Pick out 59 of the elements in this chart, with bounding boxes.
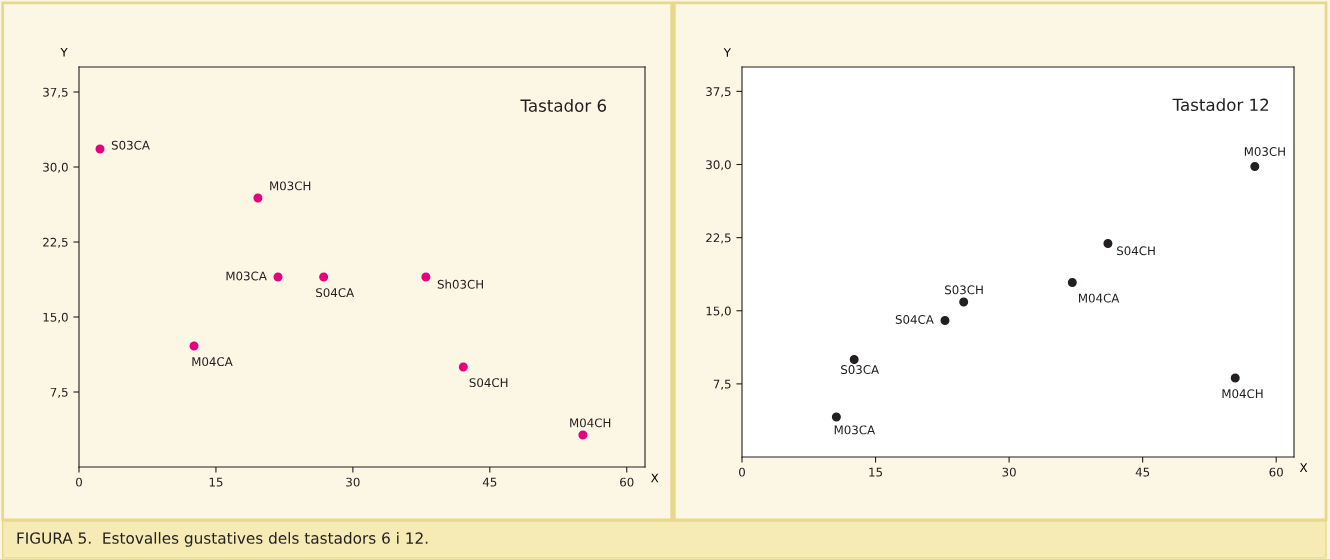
point (319, 272, 329, 282)
annotation: M04CH (570, 418, 611, 428)
point (578, 430, 588, 440)
point (253, 193, 263, 203)
x-tick-label: 0 (76, 477, 82, 487)
y-tick-label: 15,0 (43, 312, 68, 323)
point (1067, 277, 1077, 287)
y-axis-title: Y (60, 47, 68, 57)
point (940, 316, 950, 325)
annotation: M03CA (226, 271, 267, 281)
x-tick-label: 60 (620, 477, 634, 487)
point (849, 355, 859, 364)
annotation: M03CA (834, 425, 876, 435)
text: FIGURA 5. Estovalles gustatives dels tastadors 6 i 12. (17, 532, 428, 547)
annotation: S04CA (316, 288, 355, 298)
point (421, 272, 431, 282)
y-tick-label: 37,5 (43, 87, 68, 98)
annotation: M04CA (1079, 293, 1120, 303)
annotation: S03CH (945, 285, 983, 295)
point (1103, 238, 1113, 248)
x-tick-label: 30 (1002, 467, 1016, 477)
x-tick-label: 15 (209, 477, 223, 487)
annotation: S04CA (895, 315, 934, 324)
y-axis-title: Y (723, 48, 731, 57)
point (95, 144, 105, 154)
annotation: M04CH (1222, 389, 1263, 399)
point (959, 297, 969, 307)
y-tick-label: 22,5 (43, 237, 68, 248)
point (1250, 161, 1260, 171)
annotation: S03CA (841, 365, 880, 375)
y-tick-label: 37,5 (706, 87, 731, 98)
y-tick-label: 15,0 (706, 306, 731, 317)
y-tick-label: 7,5 (50, 387, 68, 398)
x-tick-label: 0 (739, 467, 745, 477)
x-axis-title: X (651, 473, 659, 483)
x-tick-label: 45 (1135, 467, 1150, 477)
annotation: M03CH (270, 181, 311, 191)
annotation: S03CA (111, 140, 150, 150)
annotation: M03CH (1244, 147, 1285, 156)
point (273, 272, 283, 282)
annotation: S04CH (1117, 246, 1155, 256)
annotation: S04CH (469, 378, 508, 388)
x-tick-label: 30 (346, 477, 360, 487)
annotation: M04CA (192, 357, 233, 367)
text: Tastador 6 (520, 99, 607, 112)
x-tick-label: 45 (482, 477, 497, 487)
x-tick-label: 60 (1269, 467, 1283, 477)
point (1230, 373, 1240, 383)
y-tick-label: 22,5 (706, 233, 731, 244)
point (458, 362, 468, 372)
y-tick-label: 30,0 (706, 160, 731, 171)
x-axis-title: X (1299, 463, 1308, 472)
point (189, 341, 199, 351)
annotation: Sh03CH (437, 279, 483, 289)
text: Tastador 12 (1172, 98, 1269, 112)
x-tick-label: 15 (869, 467, 883, 477)
y-tick-label: 7,5 (713, 379, 731, 390)
y-tick-label: 30,0 (43, 162, 68, 173)
point (831, 412, 841, 422)
